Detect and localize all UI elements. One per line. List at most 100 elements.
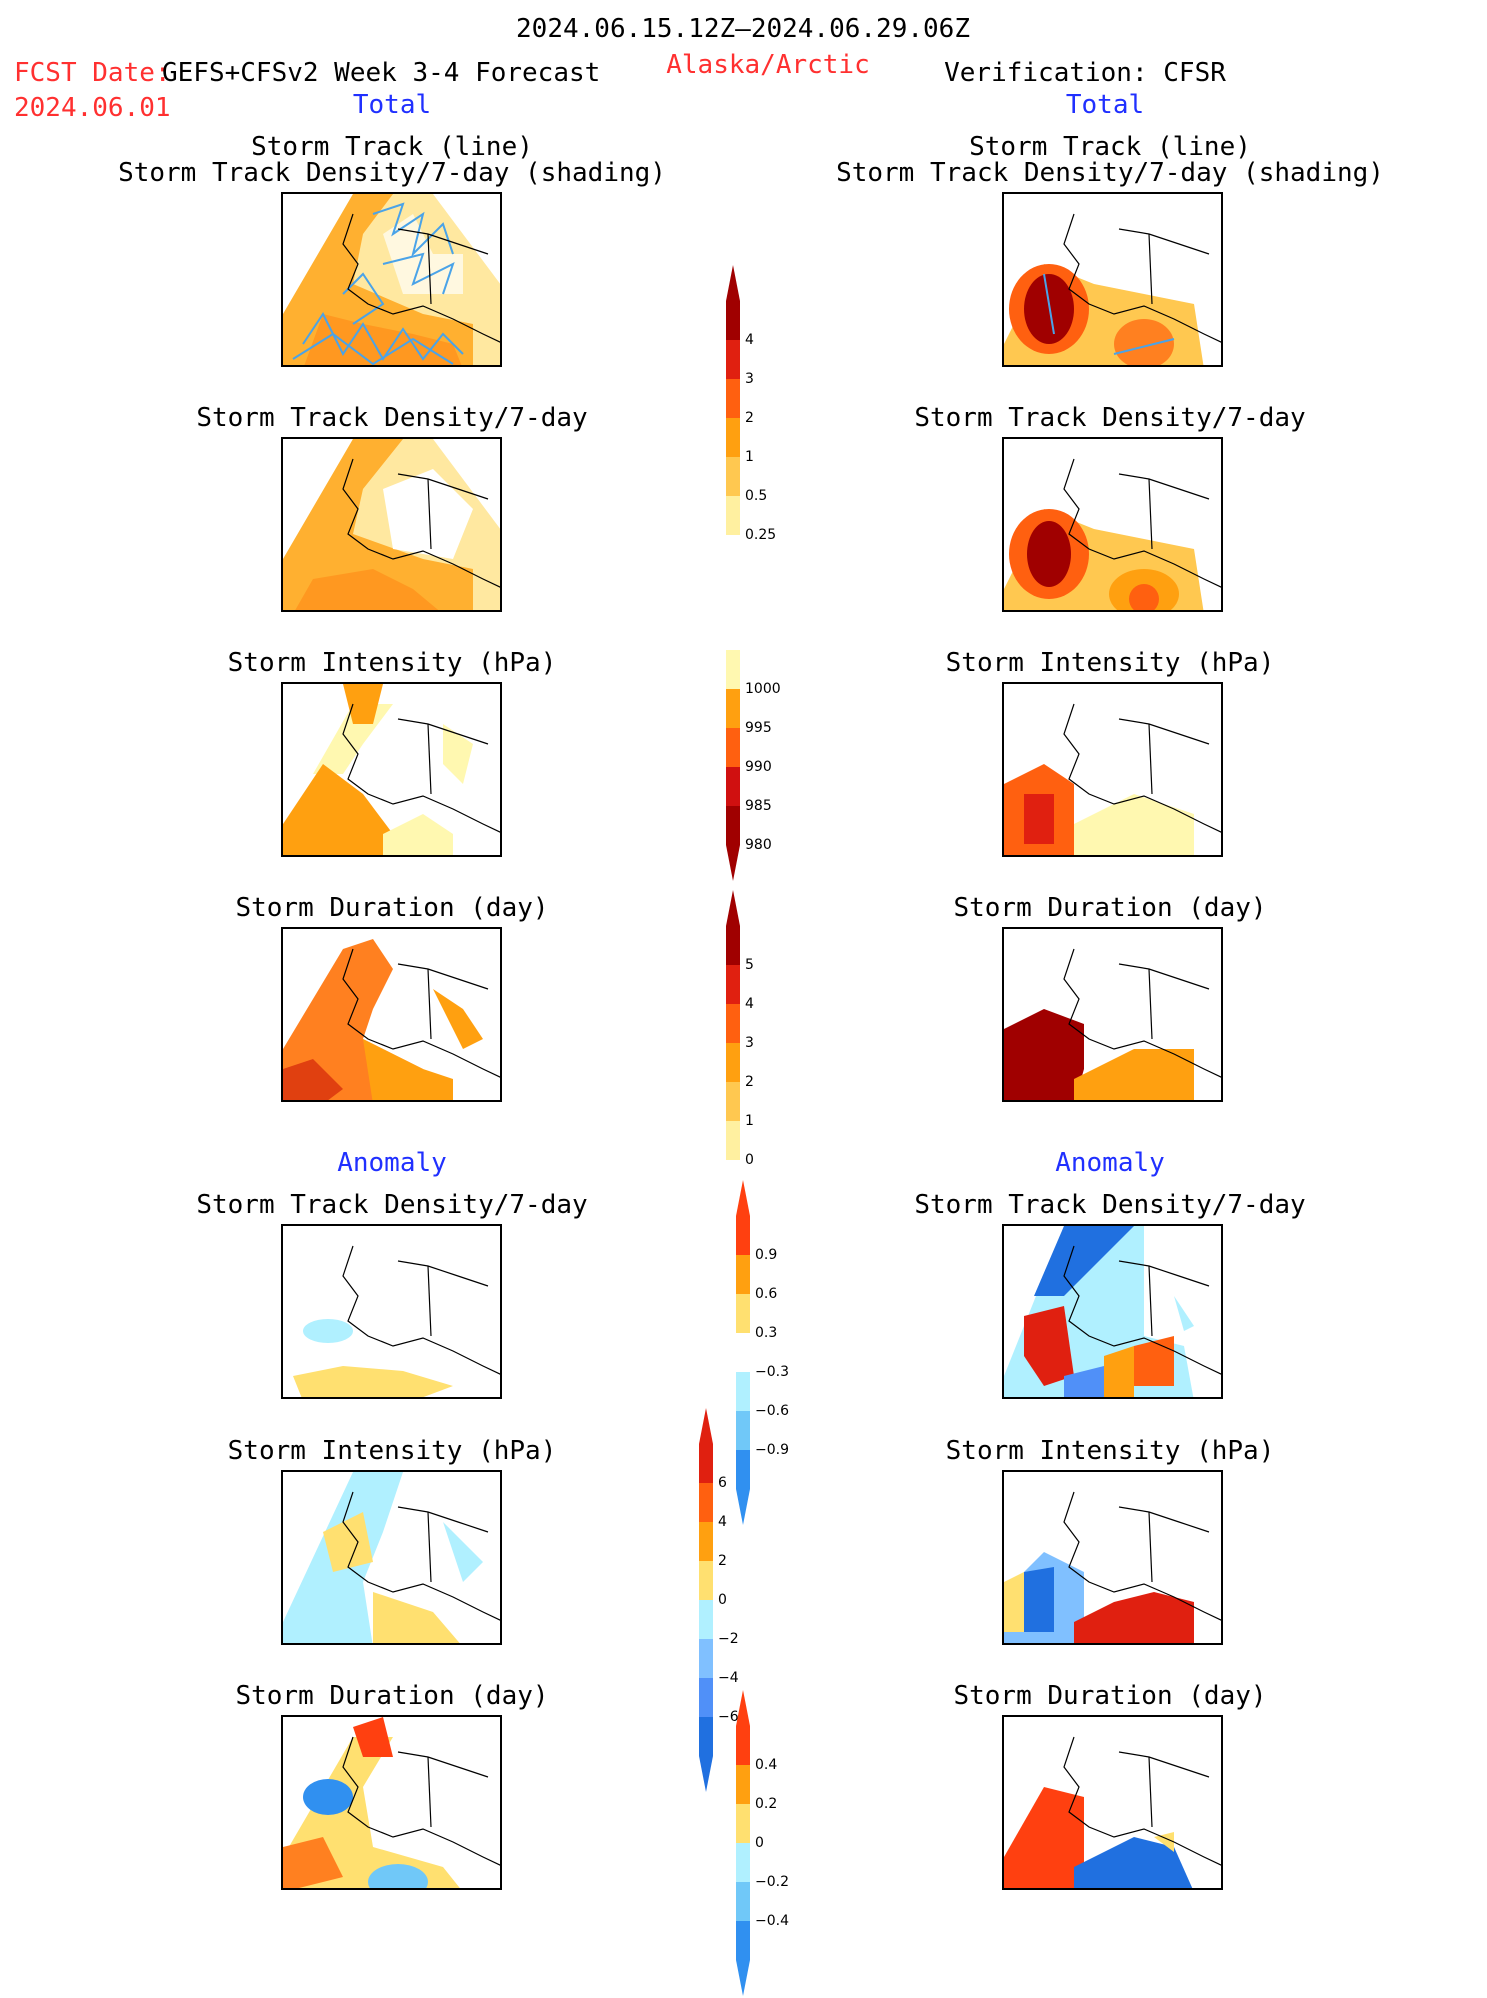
right-anom-duration-map (1002, 1715, 1223, 1890)
right-duration-title: Storm Duration (day) (953, 893, 1267, 923)
intensity_anom-color-segment (699, 1639, 713, 1678)
duration_anom-color-segment (736, 1921, 750, 1996)
region-label: Alaska/Arctic (666, 50, 870, 80)
density-tick-label: 2 (745, 410, 754, 426)
intensity-tick-label: 1000 (745, 681, 781, 697)
density_anom-tick-label: 0.3 (755, 1325, 778, 1341)
intensity-color-segment (726, 728, 740, 767)
density_anom-color-segment (736, 1294, 750, 1333)
left-total-label: Total (352, 90, 432, 120)
intensity_anom-colorbar-svg (699, 1408, 713, 1792)
right-track-line-title: Storm Track (line) (969, 132, 1251, 162)
duration_anom-color-segment (736, 1690, 750, 1765)
left-anomaly-label: Anomaly (337, 1148, 447, 1178)
duration-color-segment (726, 1121, 740, 1160)
left-track-shading-title: Storm Track Density/7-day (shading) (118, 158, 666, 188)
left-duration-map (281, 927, 502, 1102)
right-track-density-map (1002, 437, 1223, 612)
intensity-color-segment (726, 650, 740, 689)
right-anom-duration-title: Storm Duration (day) (953, 1681, 1267, 1711)
density-tick-label: 0.5 (745, 488, 768, 504)
density_anom-color-segment (736, 1450, 750, 1525)
left-storm-track-map (281, 192, 502, 367)
forecast-model: GEFS+CFSv2 Week 3-4 Forecast (162, 58, 601, 88)
duration-tick-label: 2 (745, 1074, 754, 1090)
intensity-color-segment (726, 806, 740, 881)
density-color-segment (726, 418, 740, 457)
density_anom-tick-label: 0.6 (755, 1286, 778, 1302)
duration-color-segment (726, 890, 740, 965)
right-track-shading-title: Storm Track Density/7-day (shading) (836, 158, 1384, 188)
intensity_anom-color-segment (699, 1600, 713, 1639)
duration_anom-tick-label: 0.2 (755, 1796, 778, 1812)
density_anom-color-segment (736, 1372, 750, 1411)
right-anom-intensity-title: Storm Intensity (hPa) (945, 1436, 1275, 1466)
left-duration-title: Storm Duration (day) (235, 893, 549, 923)
left-anom-duration-map (281, 1715, 502, 1890)
intensity-color-segment (726, 689, 740, 728)
density-tick-label: 4 (745, 332, 754, 348)
intensity_anom-color-segment (699, 1408, 713, 1483)
density_anom-tick-label: −0.3 (755, 1364, 789, 1380)
left-track-density-map (281, 437, 502, 612)
intensity_anom-tick-label: −6 (718, 1709, 739, 1725)
intensity_anom-color-segment (699, 1678, 713, 1717)
density_anom-color-segment (736, 1333, 750, 1372)
density-color-segment (726, 379, 740, 418)
density_anom-tick-label: −0.6 (755, 1403, 789, 1419)
intensity-colorbar-svg (726, 650, 740, 881)
duration_anom-tick-label: −0.2 (755, 1874, 789, 1890)
intensity-color-segment (726, 767, 740, 806)
left-intensity-title: Storm Intensity (hPa) (227, 648, 557, 678)
duration-colorbar-svg (726, 890, 740, 1160)
duration-color-segment (726, 1004, 740, 1043)
intensity_anom-tick-label: 6 (718, 1475, 727, 1491)
duration-tick-label: 4 (745, 996, 754, 1012)
density-tick-label: 1 (745, 449, 754, 465)
intensity_anom-color-segment (699, 1561, 713, 1600)
left-anom-density-title: Storm Track Density/7-day (196, 1190, 588, 1220)
forecast-date: 2024.06.01 (14, 93, 171, 123)
density-tick-label: 3 (745, 371, 754, 387)
duration_anom-color-segment (736, 1882, 750, 1921)
left-anom-intensity-map (281, 1470, 502, 1645)
density-colorbar-svg (726, 265, 740, 535)
intensity-tick-label: 980 (745, 837, 772, 853)
right-intensity-title: Storm Intensity (hPa) (945, 648, 1275, 678)
forecast-period: 2024.06.15.12Z–2024.06.29.06Z (516, 14, 970, 44)
density_anom-colorbar-svg (736, 1180, 750, 1525)
density_anom-color-segment (736, 1411, 750, 1450)
right-anom-intensity-map (1002, 1470, 1223, 1645)
duration_anom-color-segment (736, 1843, 750, 1882)
fcst-date-label: FCST Date: (14, 58, 171, 88)
density-tick-label: 0.25 (745, 527, 777, 543)
density-color-segment (726, 340, 740, 379)
right-total-label: Total (1065, 90, 1145, 120)
right-anomaly-label: Anomaly (1055, 1148, 1165, 1178)
intensity_anom-color-segment (699, 1717, 713, 1792)
left-track-density-title: Storm Track Density/7-day (196, 403, 588, 433)
duration-tick-label: 5 (745, 957, 754, 973)
right-storm-track-map (1002, 192, 1223, 367)
duration_anom-tick-label: 0.4 (755, 1757, 778, 1773)
right-intensity-map (1002, 682, 1223, 857)
intensity-tick-label: 985 (745, 798, 772, 814)
duration-tick-label: 1 (745, 1113, 754, 1129)
density-color-segment (726, 265, 740, 340)
intensity_anom-tick-label: 4 (718, 1514, 727, 1530)
intensity-tick-label: 990 (745, 759, 772, 775)
density_anom-color-segment (736, 1255, 750, 1294)
duration-color-segment (726, 1082, 740, 1121)
right-anom-density-map (1002, 1224, 1223, 1399)
intensity_anom-tick-label: 2 (718, 1553, 727, 1569)
duration-color-segment (726, 965, 740, 1004)
right-duration-map (1002, 927, 1223, 1102)
duration-tick-label: 3 (745, 1035, 754, 1051)
intensity_anom-color-segment (699, 1522, 713, 1561)
verification-label: Verification: CFSR (944, 58, 1226, 88)
left-track-line-title: Storm Track (line) (251, 132, 533, 162)
intensity_anom-tick-label: 0 (718, 1592, 727, 1608)
duration-tick-label: 0 (745, 1152, 754, 1168)
right-anom-density-title: Storm Track Density/7-day (914, 1190, 1306, 1220)
left-anom-intensity-title: Storm Intensity (hPa) (227, 1436, 557, 1466)
